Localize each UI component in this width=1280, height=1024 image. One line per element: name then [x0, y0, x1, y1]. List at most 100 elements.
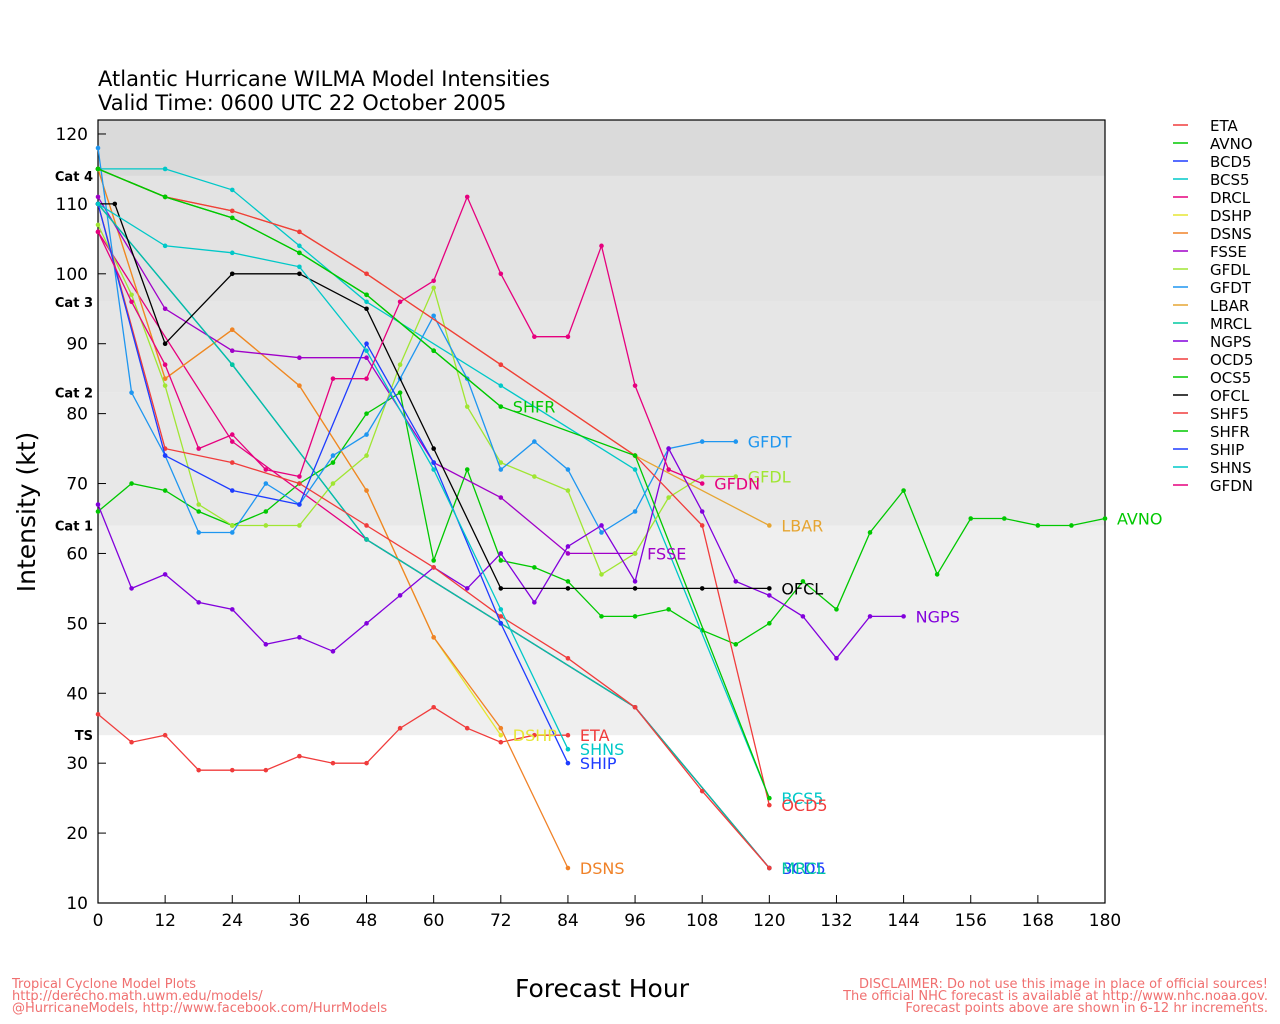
data-point-bcs5	[364, 299, 369, 305]
end-label-gfdl: GFDL	[748, 468, 791, 487]
data-point-ngps	[901, 614, 906, 619]
series-eta	[95, 704, 571, 773]
category-labels: TS Cat 1 Cat 2 Cat 3 Cat 4	[55, 170, 93, 744]
x-tick-label: 120	[753, 911, 785, 931]
data-point-gfdt	[95, 145, 101, 151]
data-point-shfr	[229, 215, 235, 221]
data-point-gfdn	[666, 467, 671, 472]
data-point-gfdn	[565, 334, 571, 340]
data-point-avno	[867, 530, 873, 535]
series-gfdl	[95, 222, 739, 577]
end-label-mrcl: MRCL	[781, 859, 825, 878]
data-point-gfdt	[699, 439, 705, 444]
legend-label-ship: SHIP	[1210, 441, 1244, 459]
data-point-avno	[364, 411, 369, 416]
series-line-dsns	[97, 168, 569, 869]
data-point-ship	[364, 341, 369, 347]
y-tick-label: 60	[66, 544, 88, 564]
y-tick-label: 80	[66, 405, 88, 425]
data-point-gfdn	[364, 376, 369, 381]
legend: ETAAVNOBCD5BCS5DRCLDSHPDSNSFSSEGFDLGFDTL…	[1173, 117, 1253, 495]
category-label: Cat 3	[55, 296, 93, 311]
data-point-ocd5	[498, 362, 504, 367]
data-point-fsse	[95, 194, 101, 200]
footer-credit-3: @HurricaneModels, http://www.facebook.co…	[12, 1001, 387, 1016]
data-point-dsns	[364, 488, 369, 493]
data-point-ngps	[867, 614, 873, 619]
data-point-gfdl	[229, 523, 235, 528]
footer-disclaimer-2: The official NHC forecast is available a…	[842, 989, 1268, 1004]
data-point-avno	[565, 579, 571, 584]
end-label-bcs5: BCS5	[781, 789, 823, 808]
data-point-shfr	[364, 292, 369, 298]
data-point-gfdt	[532, 439, 537, 444]
end-label-dsns: DSNS	[580, 859, 625, 878]
data-point-eta	[431, 704, 436, 710]
x-tick-label: 108	[686, 911, 718, 931]
legend-label-dshp: DSHP	[1210, 207, 1251, 225]
data-point-avno	[632, 614, 638, 619]
x-tick-label: 168	[1022, 911, 1054, 931]
data-point-avno	[162, 488, 168, 493]
data-point-ship	[565, 760, 571, 766]
data-point-shf5	[632, 704, 638, 710]
data-point-dshp	[498, 732, 504, 738]
data-point-ocd5	[229, 208, 235, 214]
series-layer	[95, 145, 1108, 871]
data-point-avno	[1035, 523, 1041, 528]
end-label-shns: SHNS	[580, 740, 624, 759]
data-point-gfdt	[632, 509, 638, 514]
data-point-gfdt	[431, 313, 436, 319]
legend-label-drcl: DRCL	[1210, 189, 1251, 207]
legend-label-mrcl: MRCL	[1210, 315, 1252, 333]
data-point-ofcl	[431, 446, 436, 451]
x-tick-label: 24	[221, 911, 243, 931]
data-point-ngps	[263, 642, 269, 647]
data-point-gfdn	[196, 446, 201, 451]
chart-title: Atlantic Hurricane WILMA Model Intensiti…	[98, 67, 550, 91]
data-point-gfdn	[297, 474, 302, 479]
data-point-dsns	[229, 327, 235, 333]
data-point-eta	[532, 732, 537, 738]
data-point-gfdn	[397, 299, 403, 305]
data-point-avno	[532, 565, 537, 570]
data-point-shns	[431, 467, 436, 472]
x-tick-label: 12	[154, 911, 176, 931]
legend-label-shfr: SHFR	[1210, 423, 1250, 441]
data-point-avno	[196, 509, 201, 514]
data-point-gfdn	[263, 467, 269, 472]
end-label-bcd5: BCD5	[781, 859, 825, 878]
series-line-ofcl	[98, 203, 770, 590]
data-point-gfdl	[699, 474, 705, 479]
footer-disclaimer-1: DISCLAIMER: Do not use this image in pla…	[859, 977, 1268, 992]
series-line-shns	[97, 203, 569, 750]
series-line-mrcl	[97, 203, 770, 869]
data-point-bcs5	[498, 383, 504, 388]
y-tick-label: 40	[66, 684, 88, 704]
data-point-gfdt	[330, 453, 336, 458]
x-tick-label: 156	[955, 911, 987, 931]
data-point-ship	[229, 488, 235, 493]
data-point-fsse	[297, 355, 302, 360]
data-point-gfdl	[297, 523, 302, 528]
data-point-bcs5	[229, 187, 235, 193]
data-point-eta	[229, 767, 235, 773]
end-label-shfr: SHFR	[513, 398, 556, 417]
data-point-gfdl	[733, 474, 739, 479]
data-point-gfdl	[431, 285, 436, 291]
legend-label-lbar: LBAR	[1210, 297, 1249, 315]
data-point-ngps	[162, 572, 168, 577]
data-point-gfdn	[498, 271, 504, 277]
data-point-gfdn	[532, 334, 537, 340]
x-tick-label: 36	[289, 911, 311, 931]
data-point-gfdl	[129, 292, 134, 298]
data-point-eta	[364, 760, 369, 766]
data-point-avno	[599, 614, 604, 619]
data-point-ocd5	[767, 802, 772, 808]
footer-disclaimer-3: Forecast points above are shown in 6-12 …	[905, 1001, 1268, 1016]
legend-label-gfdn: GFDN	[1210, 477, 1253, 495]
data-point-ngps	[297, 635, 302, 640]
data-point-shf5	[364, 523, 369, 528]
data-point-shf5	[767, 865, 772, 871]
data-point-shns	[297, 264, 302, 270]
